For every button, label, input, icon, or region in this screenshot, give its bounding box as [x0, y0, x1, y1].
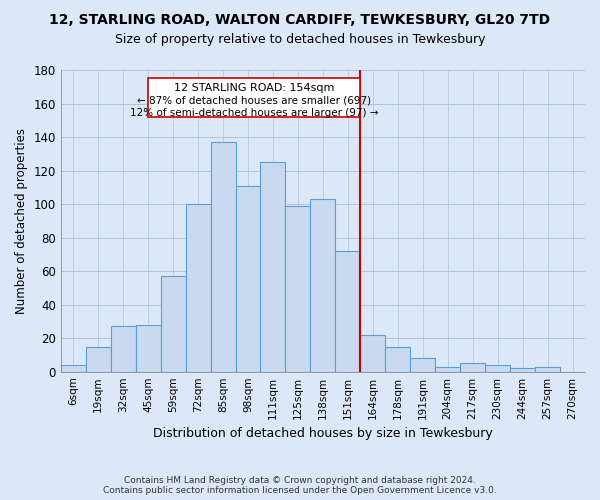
Bar [211, 142, 236, 372]
Bar [460, 364, 485, 372]
Bar [86, 346, 111, 372]
Bar [435, 366, 460, 372]
Bar [111, 326, 136, 372]
Text: 12, STARLING ROAD, WALTON CARDIFF, TEWKESBURY, GL20 7TD: 12, STARLING ROAD, WALTON CARDIFF, TEWKE… [49, 12, 551, 26]
Bar [361, 335, 385, 372]
Bar [260, 162, 286, 372]
Bar [61, 365, 86, 372]
Bar [161, 276, 185, 372]
Bar [410, 358, 435, 372]
Bar [535, 366, 560, 372]
Bar [510, 368, 535, 372]
Text: Size of property relative to detached houses in Tewkesbury: Size of property relative to detached ho… [115, 32, 485, 46]
Y-axis label: Number of detached properties: Number of detached properties [15, 128, 28, 314]
X-axis label: Distribution of detached houses by size in Tewkesbury: Distribution of detached houses by size … [153, 427, 493, 440]
Bar [236, 186, 260, 372]
Bar [485, 365, 510, 372]
Bar [286, 206, 310, 372]
Bar [385, 346, 410, 372]
Text: Contains HM Land Registry data © Crown copyright and database right 2024.
Contai: Contains HM Land Registry data © Crown c… [103, 476, 497, 495]
Bar [136, 325, 161, 372]
Text: 12% of semi-detached houses are larger (97) →: 12% of semi-detached houses are larger (… [130, 108, 379, 118]
Bar [310, 199, 335, 372]
Bar [335, 251, 361, 372]
Text: ← 87% of detached houses are smaller (697): ← 87% of detached houses are smaller (69… [137, 95, 371, 105]
FancyBboxPatch shape [148, 78, 361, 117]
Text: 12 STARLING ROAD: 154sqm: 12 STARLING ROAD: 154sqm [174, 82, 334, 92]
Bar [185, 204, 211, 372]
